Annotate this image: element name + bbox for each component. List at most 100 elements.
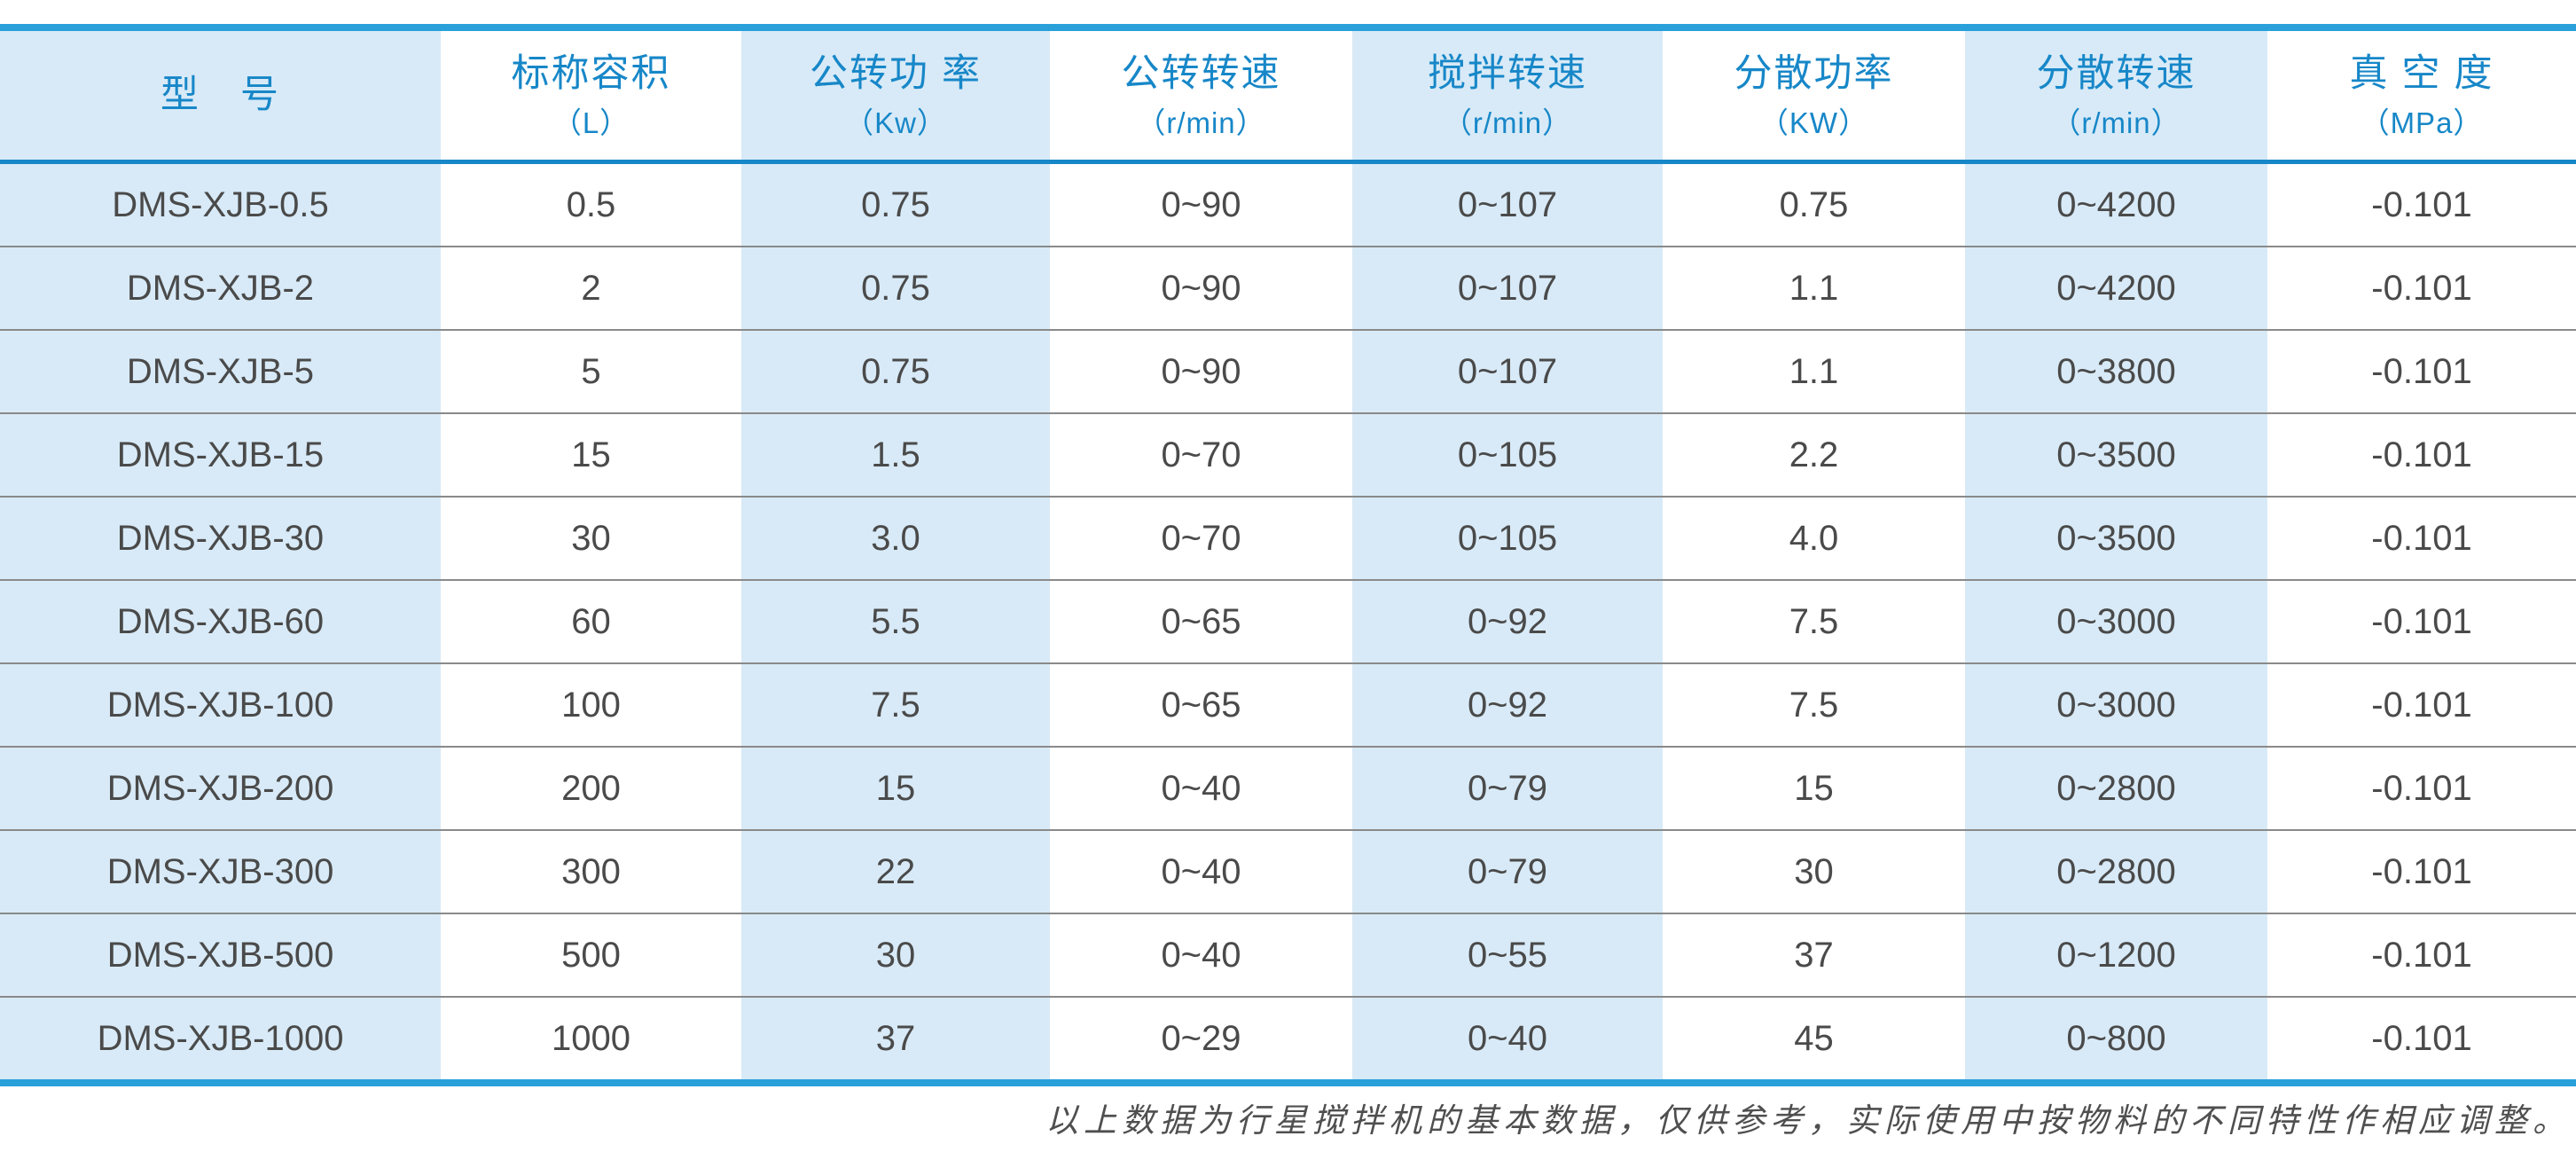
column-title: 真 空 度 xyxy=(2349,51,2494,95)
value-cell: 0~79 xyxy=(1352,830,1663,914)
column-title: 公转转速 xyxy=(1121,51,1281,95)
model-cell: DMS-XJB-1000 xyxy=(0,997,441,1083)
value-cell: 0~2800 xyxy=(1965,747,2267,831)
header-cell-2: 公转功 率 （Kw） xyxy=(741,27,1050,164)
value-cell: 30 xyxy=(741,913,1050,998)
header-cell-0: 型 号 xyxy=(0,27,441,164)
model-cell: DMS-XJB-300 xyxy=(0,830,441,914)
column-unit: （r/min） xyxy=(2051,106,2181,139)
value-cell: 0~90 xyxy=(1050,161,1352,247)
value-cell: 37 xyxy=(1663,913,1965,998)
value-cell: 0~70 xyxy=(1050,497,1352,581)
value-cell: 0~3500 xyxy=(1965,497,2267,581)
value-cell: -0.101 xyxy=(2267,580,2576,664)
column-title: 型 号 xyxy=(161,73,280,116)
value-cell: 0~105 xyxy=(1352,413,1663,498)
value-cell: 0~1200 xyxy=(1965,913,2267,998)
value-cell: 1000 xyxy=(552,1018,630,1058)
value-cell: 0~92 xyxy=(1352,580,1663,664)
column-unit: （r/min） xyxy=(1442,106,1573,139)
value-cell: 0.75 xyxy=(1663,161,1965,247)
value-cell: -0.101 xyxy=(2267,497,2576,581)
value-cell: 0~3000 xyxy=(1965,663,2267,748)
table-body: DMS-XJB-0.5 0.5 0.75 0~90 0~107 0.75 0~4200 -0.… xyxy=(0,161,2576,1083)
value-cell: 0~2800 xyxy=(1965,830,2267,914)
value-cell: -0.101 xyxy=(2371,1018,2472,1058)
value-cell: -0.101 xyxy=(2267,247,2576,331)
model-cell: DMS-XJB-60 xyxy=(0,580,441,664)
header-cell-7: 真 空 度 （MPa） xyxy=(2267,27,2576,164)
column-unit: （KW） xyxy=(1758,106,1869,139)
value-cell: 4.0 xyxy=(1663,497,1965,581)
value-cell: 22 xyxy=(741,830,1050,914)
model-cell: DMS-XJB-0.5 xyxy=(0,161,441,247)
model-cell: DMS-XJB-500 xyxy=(0,913,441,998)
table-row: DMS-XJB-500 500 30 0~40 0~55 37 0~1200 -0.101 xyxy=(0,913,2576,998)
value-cell: 0.75 xyxy=(741,161,1050,247)
column-title: 标称容积 xyxy=(511,51,671,95)
value-cell: 15 xyxy=(441,413,741,498)
value-cell: 0~55 xyxy=(1352,913,1663,998)
value-cell: 15 xyxy=(1663,747,1965,831)
header-cell-5: 分散功率 （KW） xyxy=(1663,27,1965,164)
value-cell: 45 xyxy=(1794,1018,1834,1058)
header-cell-1: 标称容积 （L） xyxy=(441,27,741,164)
value-cell: 37 xyxy=(741,997,1050,1083)
column-title: 分散功率 xyxy=(1734,51,1894,95)
value-cell: 0~40 xyxy=(1050,913,1352,998)
header-cell-3: 公转转速 （r/min） xyxy=(1050,27,1352,164)
value-cell: 0~800 xyxy=(1965,997,2267,1083)
value-cell: 7.5 xyxy=(1663,580,1965,664)
value-cell: 0~107 xyxy=(1352,330,1663,414)
header-cell-6: 分散转速 （r/min） xyxy=(1965,27,2267,164)
value-cell: 3.0 xyxy=(741,497,1050,581)
value-cell: 0~29 xyxy=(1161,1018,1241,1058)
value-cell: 0~40 xyxy=(1050,830,1352,914)
value-cell: 5.5 xyxy=(741,580,1050,664)
value-cell: 60 xyxy=(441,580,741,664)
table-row: DMS-XJB-15 15 1.5 0~70 0~105 2.2 0~3500 -0.101 xyxy=(0,413,2576,498)
value-cell: 500 xyxy=(441,913,741,998)
table-row: DMS-XJB-300 300 22 0~40 0~79 30 0~2800 -0.101 xyxy=(0,830,2576,914)
value-cell: 0~90 xyxy=(1050,330,1352,414)
table-row: DMS-XJB-0.5 0.5 0.75 0~90 0~107 0.75 0~4200 -0.… xyxy=(0,161,2576,247)
model-cell: DMS-XJB-15 xyxy=(0,413,441,498)
value-cell: 0~70 xyxy=(1050,413,1352,498)
value-cell: -0.101 xyxy=(2267,413,2576,498)
value-cell: 0.75 xyxy=(741,247,1050,331)
value-cell: -0.101 xyxy=(2267,330,2576,414)
value-cell: 0.5 xyxy=(441,161,741,247)
value-cell: 0~3800 xyxy=(1965,330,2267,414)
value-cell: 5 xyxy=(441,330,741,414)
value-cell: 0~92 xyxy=(1352,663,1663,748)
model-cell: DMS-XJB-200 xyxy=(0,747,441,831)
value-cell: -0.101 xyxy=(2267,747,2576,831)
value-cell: 0~40 xyxy=(1352,997,1663,1083)
model-cell: DMS-XJB-100 xyxy=(0,663,441,748)
value-cell: 2 xyxy=(441,247,741,331)
value-cell: 0~107 xyxy=(1352,161,1663,247)
value-cell: 2.2 xyxy=(1663,413,1965,498)
value-cell: -0.101 xyxy=(2267,830,2576,914)
column-unit: （MPa） xyxy=(2360,106,2484,139)
table-row: DMS-XJB-100 100 7.5 0~65 0~92 7.5 0~3000 -0.101 xyxy=(0,663,2576,748)
table-row: DMS-XJB-30 30 3.0 0~70 0~105 4.0 0~3500 -0.101 xyxy=(0,497,2576,581)
value-cell: 0.75 xyxy=(741,330,1050,414)
column-title: 分散转速 xyxy=(2036,51,2196,95)
value-cell: 0~65 xyxy=(1050,580,1352,664)
value-cell: -0.101 xyxy=(2267,663,2576,748)
table-row: DMS-XJB-5 5 0.75 0~90 0~107 1.1 0~3800 -0.101 xyxy=(0,330,2576,414)
column-unit: （r/min） xyxy=(1136,106,1266,139)
footnote: 以上数据为行星搅拌机的基本数据，仅供参考，实际使用中按物料的不同特性作相应调整。 xyxy=(1045,1103,2571,1140)
value-cell: 30 xyxy=(441,497,741,581)
value-cell: 1.5 xyxy=(741,413,1050,498)
value-cell: 0~65 xyxy=(1050,663,1352,748)
header-cell-4: 搅拌转速 （r/min） xyxy=(1352,27,1663,164)
spec-table: 型 号 标称容积 （L） 公转功 率 （Kw） 公转转速 （r/min） 搅拌转速 （r/min… xyxy=(0,24,2576,1086)
value-cell: -0.101 xyxy=(2267,913,2576,998)
value-cell: 15 xyxy=(741,747,1050,831)
value-cell: 0~105 xyxy=(1352,497,1663,581)
value-cell: 0~4200 xyxy=(1965,161,2267,247)
table-row: DMS-XJB-60 60 5.5 0~65 0~92 7.5 0~3000 -0.101 xyxy=(0,580,2576,664)
